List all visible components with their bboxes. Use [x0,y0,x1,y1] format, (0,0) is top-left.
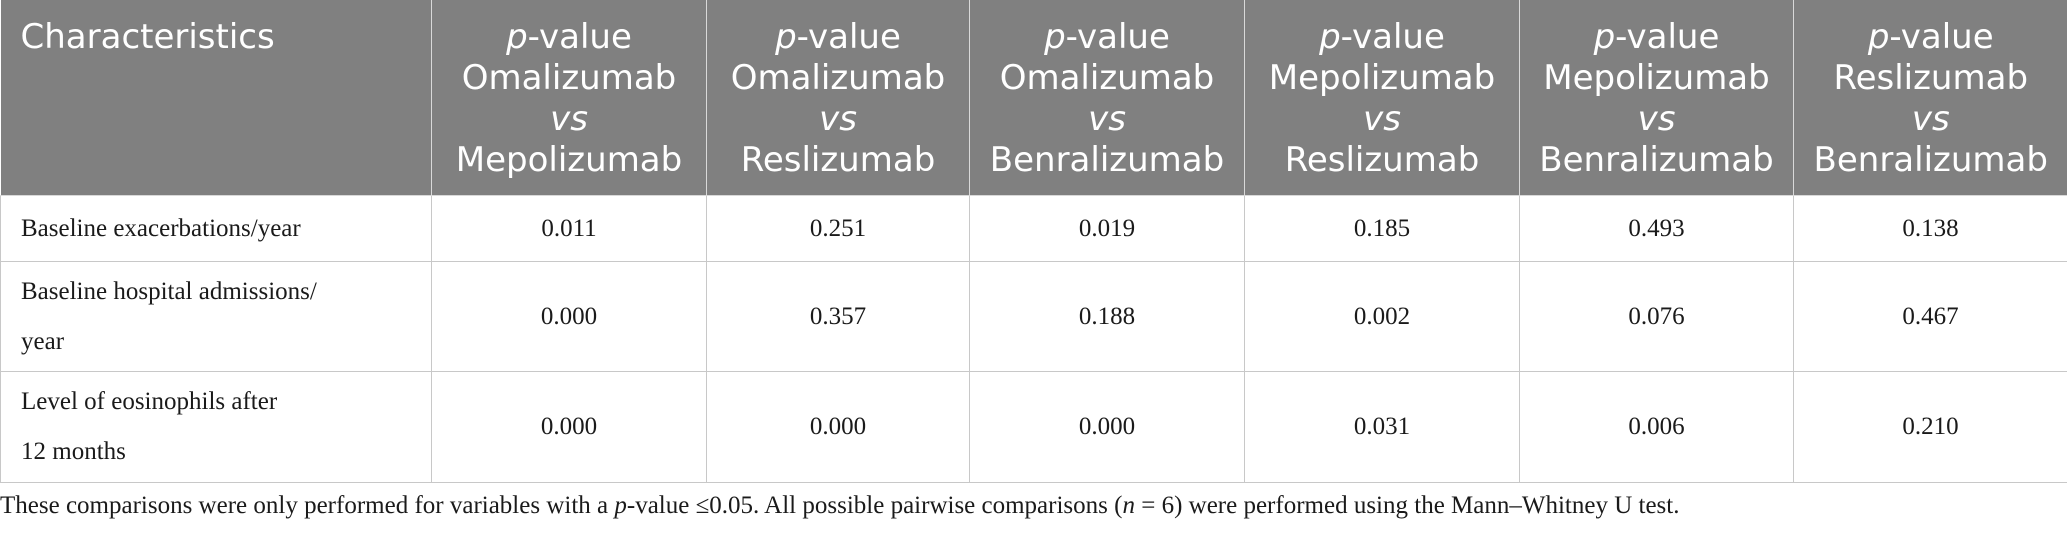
header-p-italic: p [506,17,528,57]
header-vs: vs [1637,99,1676,139]
header-pvalue-suffix: -value [1065,17,1170,57]
table-cell: 0.185 [1244,195,1520,262]
table-row: Baseline exacerbations/year 0.011 0.251 … [0,195,2067,262]
table-row: Level of eosinophils after 12 months 0.0… [0,371,2067,483]
row-label: Level of eosinophils after 12 months [0,371,432,483]
row-label-line1: Level of eosinophils after [21,388,278,415]
footnote-text-2: -value ≤0.05. All possible pairwise comp… [626,492,1123,519]
table-body: Baseline exacerbations/year 0.011 0.251 … [0,195,2067,483]
header-vs: vs [550,99,588,139]
header-pvalue-line: p-value [1251,17,1513,58]
header-pvalue-suffix: -value [527,17,632,57]
table-cell: 0.006 [1519,371,1794,483]
row-label-line1: Baseline exacerbations/year [21,214,301,242]
row-label: Baseline hospital admissions/ year [0,261,432,372]
header-characteristics: Characteristics [0,0,432,196]
header-col-mepolizumab-vs-benralizumab: p-value Mepolizumab vs Benralizumab [1519,0,1794,196]
header-drug-b: Benralizumab [1813,140,2048,180]
data-table-container: Characteristics p-value Omalizumab vs Me… [0,0,2067,483]
header-col-reslizumab-vs-benralizumab: p-value Reslizumab vs Benralizumab [1793,0,2067,196]
table-cell: 0.000 [969,371,1245,483]
header-drug-a: Reslizumab [1833,58,2029,98]
row-label: Baseline exacerbations/year [0,195,432,262]
header-drug-b: Mepolizumab [455,140,683,180]
table-cell: 0.210 [1793,371,2067,483]
header-drug-a: Mepolizumab [1543,58,1770,98]
header-pvalue-line: p-value [713,17,963,58]
table-cell: 0.031 [1244,371,1520,483]
header-row: Characteristics p-value Omalizumab vs Me… [0,0,2067,196]
table-cell: 0.000 [431,371,707,483]
header-col-omalizumab-vs-reslizumab: p-value Omalizumab vs Reslizumab [706,0,970,196]
header-pvalue-suffix: -value [1340,17,1445,57]
header-col-omalizumab-vs-benralizumab: p-value Omalizumab vs Benralizumab [969,0,1245,196]
table-cell: 0.011 [431,195,707,262]
footnote-n-italic: n [1122,492,1135,519]
header-p-italic: p [1867,17,1890,57]
header-pvalue-suffix: -value [796,17,901,57]
header-drug-b: Reslizumab [740,140,936,180]
table-row: Baseline hospital admissions/ year 0.000… [0,261,2067,372]
table-cell: 0.000 [431,261,707,372]
table-cell: 0.251 [706,195,970,262]
header-pvalue-line: p-value [438,17,700,58]
footnote-text-3: = 6) were performed using the Mann–Whitn… [1134,492,1680,519]
table-cell: 0.019 [969,195,1245,262]
header-pvalue-line: p-value [1800,17,2062,58]
header-col-omalizumab-vs-mepolizumab: p-value Omalizumab vs Mepolizumab [431,0,707,196]
table-header: Characteristics p-value Omalizumab vs Me… [0,0,2067,196]
header-vs: vs [1363,99,1401,139]
row-label-line2: 12 months [21,438,126,465]
header-p-italic: p [1593,17,1616,57]
header-pvalue-suffix: -value [1615,17,1720,57]
row-label-line1: Baseline hospital admissions/ [21,277,317,305]
table-cell: 0.138 [1793,195,2067,262]
row-label-line2: year [21,327,65,355]
table-cell: 0.000 [706,371,970,483]
header-drug-b: Benralizumab [989,140,1225,180]
header-p-italic: p [1044,17,1066,57]
table-cell: 0.002 [1244,261,1520,372]
header-vs: vs [1088,99,1126,139]
header-vs: vs [819,99,857,139]
header-pvalue-line: p-value [1526,17,1787,58]
table-cell: 0.188 [969,261,1245,372]
table-cell: 0.493 [1519,195,1794,262]
footnote-p-italic: p [614,492,627,519]
header-vs: vs [1911,99,1950,139]
pvalue-comparison-table: Characteristics p-value Omalizumab vs Me… [0,0,2067,483]
header-drug-a: Omalizumab [999,58,1215,98]
header-characteristics-label: Characteristics [20,17,275,57]
header-drug-b: Benralizumab [1539,140,1774,180]
table-footnote: These comparisons were only performed fo… [0,491,1679,521]
header-drug-b: Reslizumab [1284,140,1480,180]
table-cell: 0.076 [1519,261,1794,372]
header-pvalue-line: p-value [976,17,1238,58]
header-p-italic: p [1319,17,1341,57]
header-drug-a: Omalizumab [730,58,946,98]
header-p-italic: p [775,17,797,57]
table-cell: 0.357 [706,261,970,372]
footnote-text-1: These comparisons were only performed fo… [0,492,615,519]
header-col-mepolizumab-vs-reslizumab: p-value Mepolizumab vs Reslizumab [1244,0,1520,196]
header-pvalue-suffix: -value [1889,17,1994,57]
header-drug-a: Mepolizumab [1268,58,1496,98]
table-cell: 0.467 [1793,261,2067,372]
header-drug-a: Omalizumab [461,58,677,98]
